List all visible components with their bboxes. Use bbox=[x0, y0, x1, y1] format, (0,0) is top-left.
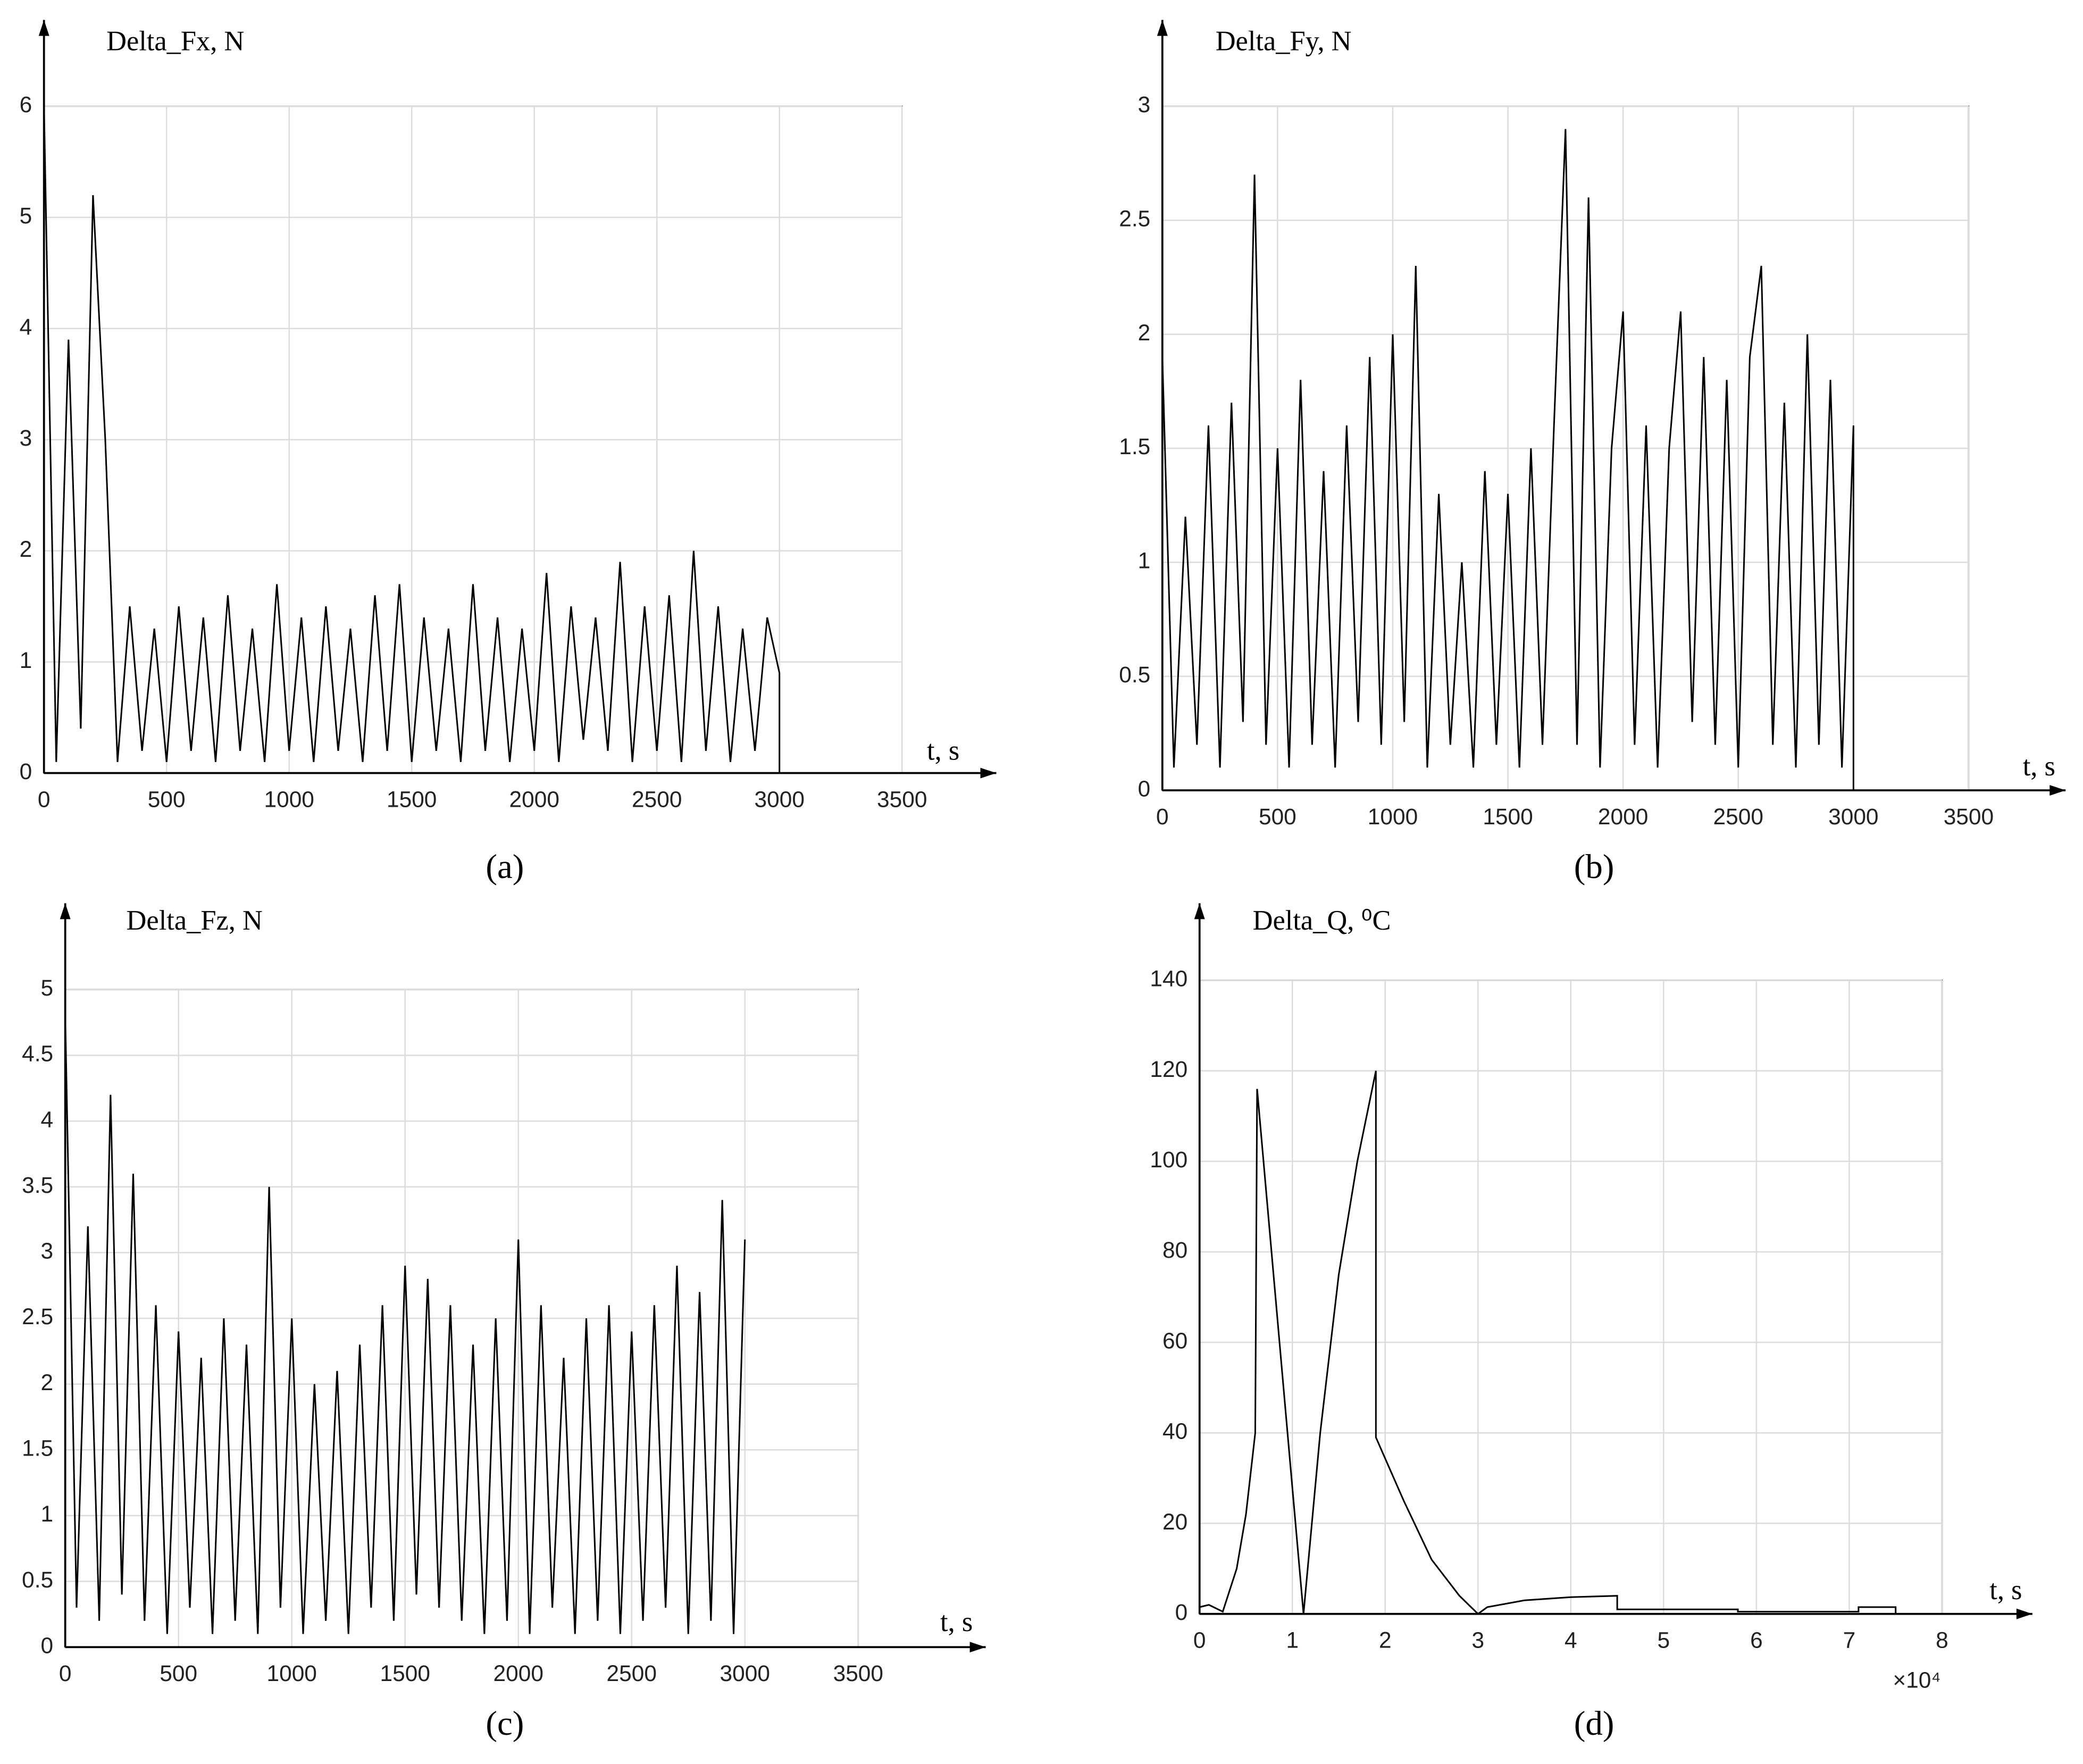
y-tick-label: 2 bbox=[41, 1370, 54, 1395]
data-line bbox=[64, 1016, 746, 1634]
x-tick-label: 2500 bbox=[632, 787, 682, 812]
x-arrow bbox=[980, 767, 997, 779]
y-tick-label: 2.5 bbox=[22, 1304, 53, 1329]
y-tick-label: 0 bbox=[20, 759, 32, 784]
x-tick-label: 1000 bbox=[264, 787, 314, 812]
x-tick-label: 0 bbox=[1156, 804, 1169, 829]
y-tick-label: 100 bbox=[1150, 1147, 1187, 1172]
y-axis-title: Delta_Q, ⁰C bbox=[1253, 905, 1391, 936]
y-tick-label: 1 bbox=[1138, 548, 1151, 573]
x-tick-label: 6 bbox=[1750, 1627, 1763, 1652]
x-tick-label: 0 bbox=[38, 787, 51, 812]
x-axis-title: t, s bbox=[1989, 1575, 2022, 1606]
y-tick-label: 2 bbox=[20, 537, 32, 562]
x-tick-label: 4 bbox=[1565, 1627, 1577, 1652]
y-tick-label: 4 bbox=[20, 314, 32, 339]
x-tick-label: 7 bbox=[1843, 1627, 1856, 1652]
y-tick-label: 80 bbox=[1162, 1238, 1187, 1263]
y-tick-label: 120 bbox=[1150, 1057, 1187, 1082]
y-tick-label: 2.5 bbox=[1119, 206, 1150, 231]
x-tick-label: 3000 bbox=[720, 1661, 770, 1686]
caption: (a) bbox=[486, 848, 524, 886]
y-tick-label: 5 bbox=[41, 975, 54, 1000]
x-tick-label: 2500 bbox=[1713, 804, 1763, 829]
x-arrow bbox=[969, 1642, 986, 1653]
x-tick-label: 2 bbox=[1379, 1627, 1392, 1652]
x-tick-label: 1500 bbox=[1483, 804, 1533, 829]
y-tick-label: 0 bbox=[1138, 776, 1151, 801]
x-tick-label: 2000 bbox=[509, 787, 559, 812]
x-tick-label: 0 bbox=[1193, 1627, 1206, 1652]
y-axis-title: Delta_Fx, N bbox=[106, 26, 244, 56]
x-tick-label: 3 bbox=[1472, 1627, 1485, 1652]
y-tick-label: 4.5 bbox=[22, 1041, 53, 1066]
y-tick-label: 1 bbox=[20, 648, 32, 673]
x-tick-label: 1500 bbox=[380, 1661, 430, 1686]
x-tick-label: 2000 bbox=[1598, 804, 1648, 829]
x-tick-label: 3000 bbox=[755, 787, 805, 812]
y-arrow bbox=[60, 903, 71, 919]
x-axis-title: t, s bbox=[940, 1607, 973, 1637]
y-tick-label: 3 bbox=[41, 1239, 54, 1264]
y-tick-label: 5 bbox=[20, 203, 32, 228]
y-tick-label: 140 bbox=[1150, 966, 1187, 991]
x-tick-label: 500 bbox=[1259, 804, 1296, 829]
x-tick-label: 3000 bbox=[1828, 804, 1878, 829]
y-tick-label: 6 bbox=[20, 92, 32, 117]
x-tick-label: 1000 bbox=[266, 1661, 316, 1686]
x-tick-label: 3500 bbox=[833, 1661, 883, 1686]
y-tick-label: 0 bbox=[41, 1633, 54, 1658]
y-tick-label: 0.5 bbox=[22, 1567, 53, 1592]
caption: (b) bbox=[1574, 848, 1614, 886]
x-tick-label: 0 bbox=[59, 1661, 72, 1686]
x-tick-label: 2500 bbox=[607, 1661, 657, 1686]
x-tick-label: 5 bbox=[1658, 1627, 1670, 1652]
y-arrow bbox=[1194, 903, 1205, 919]
y-tick-label: 40 bbox=[1162, 1419, 1187, 1444]
y-arrow bbox=[1157, 20, 1168, 36]
y-tick-label: 0.5 bbox=[1119, 662, 1150, 687]
x-axis-title: t, s bbox=[927, 735, 959, 766]
x-multiplier: ×10⁴ bbox=[1893, 1667, 1940, 1692]
x-tick-label: 1 bbox=[1286, 1627, 1299, 1652]
chart-panel: 0 500 1000 1500 2000 2500 3000 3500 0 0.5 1 1.5 2 2.5… bbox=[22, 903, 986, 1743]
x-arrow bbox=[2049, 785, 2066, 796]
caption: (c) bbox=[486, 1704, 524, 1743]
y-tick-label: 3 bbox=[20, 425, 32, 450]
y-tick-label: 1.5 bbox=[22, 1436, 53, 1461]
chart-panel: 0 500 1000 1500 2000 2500 3000 3500 0 1 2 3 4 5 6 Delta… bbox=[20, 20, 997, 886]
x-tick-label: 1500 bbox=[387, 787, 437, 812]
y-tick-label: 4 bbox=[41, 1107, 54, 1132]
x-tick-label: 8 bbox=[1936, 1627, 1948, 1652]
x-tick-label: 3500 bbox=[1944, 804, 1994, 829]
chart-panel: 0 500 1000 1500 2000 2500 3000 3500 0 0.5 1 1.5 2 2.5… bbox=[1119, 20, 2066, 886]
data-line bbox=[1161, 129, 1969, 791]
data-line bbox=[43, 106, 902, 774]
y-axis-title: Delta_Fz, N bbox=[127, 905, 263, 936]
x-arrow bbox=[2016, 1608, 2032, 1619]
y-tick-label: 3.5 bbox=[22, 1173, 53, 1198]
y-tick-label: 1 bbox=[41, 1501, 54, 1526]
x-tick-label: 3500 bbox=[877, 787, 927, 812]
y-tick-label: 20 bbox=[1162, 1509, 1187, 1534]
y-axis-title: Delta_Fy, N bbox=[1216, 26, 1352, 56]
data-line bbox=[1199, 1071, 1942, 1615]
y-tick-label: 0 bbox=[1175, 1600, 1188, 1625]
y-tick-label: 1.5 bbox=[1119, 434, 1150, 459]
x-tick-label: 2000 bbox=[493, 1661, 543, 1686]
y-arrow bbox=[38, 20, 49, 36]
x-axis-title: t, s bbox=[2023, 751, 2055, 782]
x-tick-label: 500 bbox=[148, 787, 186, 812]
x-tick-label: 1000 bbox=[1368, 804, 1418, 829]
y-tick-label: 60 bbox=[1162, 1328, 1187, 1353]
caption: (d) bbox=[1574, 1704, 1614, 1743]
y-tick-label: 2 bbox=[1138, 320, 1151, 345]
y-tick-label: 3 bbox=[1138, 92, 1151, 117]
x-tick-label: 500 bbox=[160, 1661, 197, 1686]
